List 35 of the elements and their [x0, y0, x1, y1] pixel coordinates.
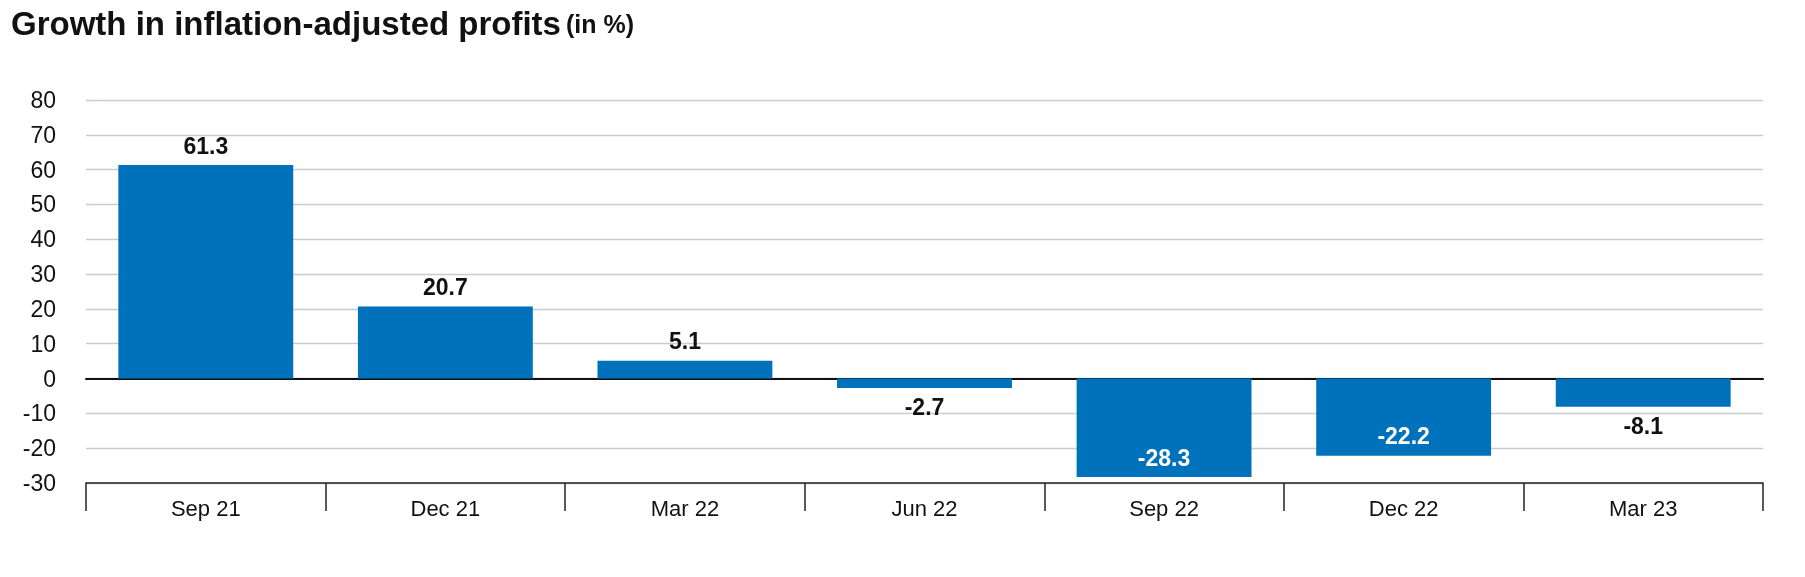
x-tick-label: Dec 22 — [1368, 495, 1439, 521]
y-tick-label: 0 — [43, 365, 56, 392]
y-tick-label: 80 — [30, 87, 56, 113]
data-label: -22.2 — [1377, 423, 1430, 450]
x-tick-label: Sep 22 — [1129, 495, 1199, 521]
bar — [597, 360, 773, 379]
y-tick-label: 10 — [30, 330, 56, 357]
x-tick-label: Mar 23 — [1608, 495, 1678, 521]
y-tick-label: 20 — [30, 295, 56, 322]
y-tick-label: -20 — [22, 435, 56, 462]
y-tick-label: -10 — [22, 400, 56, 427]
data-label: -28.3 — [1137, 444, 1191, 471]
y-tick-label: 30 — [30, 261, 56, 288]
data-label: -8.1 — [1623, 413, 1664, 440]
data-label: 61.3 — [183, 132, 229, 159]
x-tick-label: Jun 22 — [891, 495, 958, 521]
chart-subtitle: (in %) — [565, 9, 635, 38]
chart-title: Growth in inflation-adjusted profits — [11, 5, 561, 42]
x-tick-label: Sep 21 — [170, 495, 241, 521]
data-label: 20.7 — [422, 273, 468, 300]
y-tick-label: 40 — [30, 226, 56, 253]
data-label: -2.7 — [904, 394, 945, 421]
x-tick-label: Mar 22 — [650, 495, 720, 521]
bar — [1076, 378, 1252, 478]
x-tick-label: Dec 21 — [410, 495, 481, 521]
bar — [357, 306, 533, 379]
y-tick-label: -30 — [22, 470, 56, 496]
bar — [1316, 378, 1492, 456]
bar — [837, 378, 1012, 388]
y-tick-label: 70 — [30, 121, 56, 148]
y-tick-label: 60 — [30, 156, 56, 183]
data-label: 5.1 — [668, 328, 702, 355]
y-tick-label: 50 — [30, 191, 56, 218]
bar — [118, 165, 294, 379]
bar — [1555, 378, 1731, 407]
